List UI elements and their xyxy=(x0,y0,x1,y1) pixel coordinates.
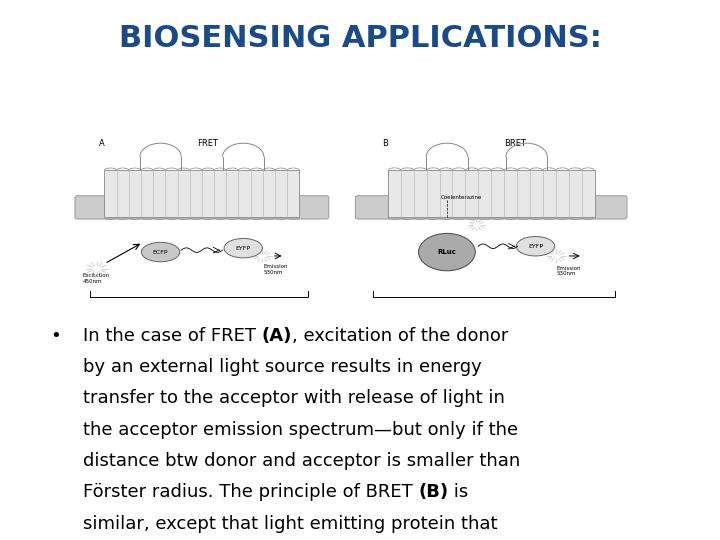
Text: ECFP: ECFP xyxy=(153,249,168,254)
Text: transfer to the acceptor with release of light in: transfer to the acceptor with release of… xyxy=(83,389,505,407)
Text: RLuc: RLuc xyxy=(438,249,456,255)
FancyBboxPatch shape xyxy=(356,195,627,219)
Ellipse shape xyxy=(224,239,262,258)
Ellipse shape xyxy=(141,242,180,262)
Text: •: • xyxy=(50,327,61,345)
Text: B: B xyxy=(382,139,388,148)
Text: Emission
530nm: Emission 530nm xyxy=(264,264,289,274)
Text: Coelenterazine: Coelenterazine xyxy=(441,194,482,200)
Text: Excitation
450nm: Excitation 450nm xyxy=(83,273,109,284)
Bar xyxy=(104,171,300,217)
Text: , excitation of the donor: , excitation of the donor xyxy=(292,327,508,345)
Text: Förster radius. The principle of BRET: Förster radius. The principle of BRET xyxy=(83,483,418,501)
Text: is: is xyxy=(449,483,469,501)
Text: BRET: BRET xyxy=(504,139,526,148)
Text: (A): (A) xyxy=(261,327,292,345)
Text: In the case of FRET: In the case of FRET xyxy=(83,327,261,345)
Ellipse shape xyxy=(516,237,554,256)
Text: FRET: FRET xyxy=(197,139,218,148)
Circle shape xyxy=(418,233,475,271)
Text: EYFP: EYFP xyxy=(235,246,251,251)
Text: the acceptor emission spectrum—but only if the: the acceptor emission spectrum—but only … xyxy=(83,421,518,438)
Text: distance btw donor and acceptor is smaller than: distance btw donor and acceptor is small… xyxy=(83,452,520,470)
Bar xyxy=(388,171,595,217)
Text: BIOSENSING APPLICATIONS:: BIOSENSING APPLICATIONS: xyxy=(119,24,601,53)
Text: by an external light source results in energy: by an external light source results in e… xyxy=(83,358,482,376)
Text: (B): (B) xyxy=(418,483,449,501)
Text: Emission
530nm: Emission 530nm xyxy=(556,266,580,276)
Text: similar, except that light emitting protein that: similar, except that light emitting prot… xyxy=(83,515,498,532)
Text: EYFP: EYFP xyxy=(528,244,543,249)
FancyBboxPatch shape xyxy=(75,195,329,219)
Text: A: A xyxy=(99,139,104,148)
